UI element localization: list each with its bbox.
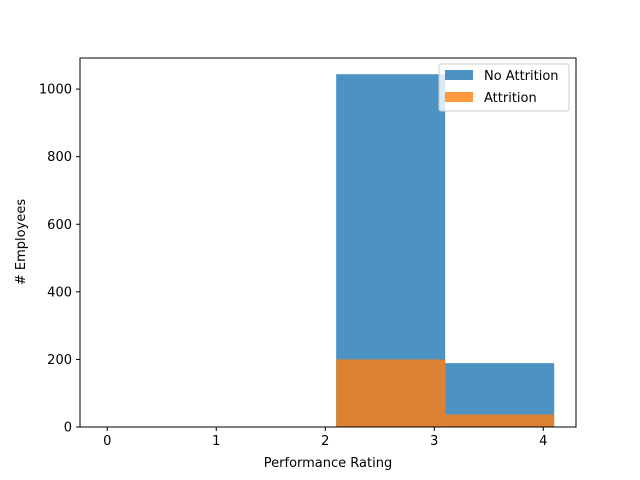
x-tick-label: 2	[321, 434, 329, 449]
y-tick-label: 0	[64, 421, 72, 436]
legend: No Attrition Attrition	[438, 63, 570, 112]
y-tick-label: 600	[47, 218, 72, 233]
x-tick-label: 1	[212, 434, 220, 449]
x-tick-label: 0	[103, 434, 111, 449]
y-tick-label: 200	[47, 353, 72, 368]
y-tick-label: 1000	[39, 83, 72, 98]
x-axis-label: Performance Rating	[264, 456, 392, 471]
x-tick-label: 3	[430, 434, 438, 449]
x-axis-ticks: 0 1 2 3 4	[103, 427, 547, 449]
y-axis-label: # Employees	[14, 199, 29, 285]
y-tick-label: 400	[47, 285, 72, 300]
plot-frame	[79, 57, 577, 428]
legend-swatch-attrition	[445, 92, 473, 102]
bars-group	[336, 74, 555, 427]
bar-attrition-1	[445, 414, 555, 427]
y-axis-ticks: 0 200 400 600 800 1000	[39, 83, 80, 436]
bar-attrition-0	[336, 359, 446, 427]
legend-swatch-no-attrition	[445, 70, 473, 80]
x-tick-label: 4	[539, 434, 547, 449]
y-tick-label: 800	[47, 150, 72, 165]
legend-label-attrition: Attrition	[484, 91, 537, 106]
legend-label-no-attrition: No Attrition	[484, 69, 559, 84]
